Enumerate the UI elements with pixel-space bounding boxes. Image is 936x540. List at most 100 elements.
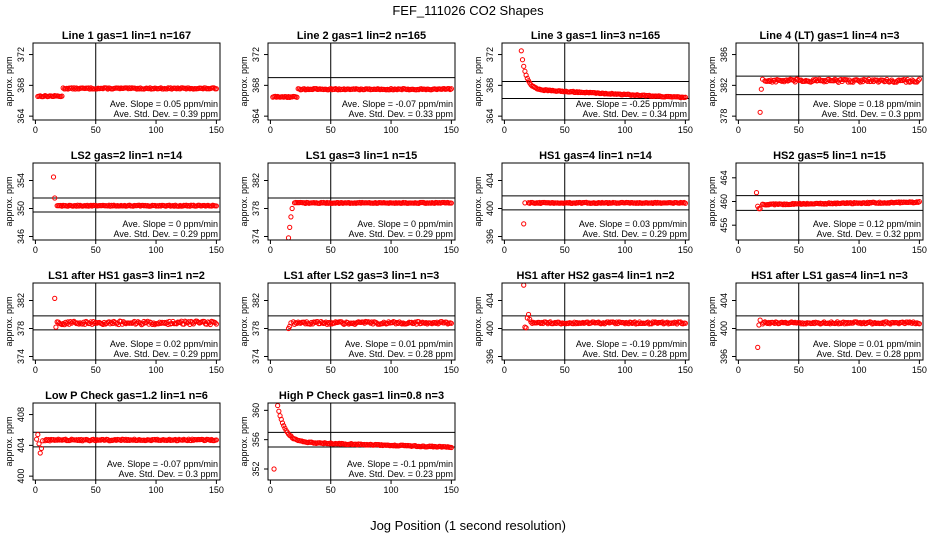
data-point xyxy=(909,320,915,326)
data-point xyxy=(72,86,78,92)
data-point xyxy=(916,76,922,82)
data-point xyxy=(857,319,863,326)
std-dev-annotation: Ave. Std. Dev. = 0.29 ppm xyxy=(583,229,687,239)
x-tick-label: 0 xyxy=(736,245,741,255)
data-point xyxy=(141,318,147,325)
data-point xyxy=(37,450,43,456)
x-tick-label: 0 xyxy=(33,125,38,135)
slope-annotation: Ave. Slope = -0.19 ppm/min xyxy=(576,339,687,349)
std-dev-annotation: Ave. Std. Dev. = 0.39 ppm xyxy=(114,109,218,119)
x-tick-label: 50 xyxy=(560,125,570,135)
x-tick-label: 50 xyxy=(326,365,336,375)
panel-title: Line 4 (LT) gas=1 lin=4 n=3 xyxy=(759,30,899,42)
x-tick-label: 150 xyxy=(209,365,224,375)
plot-frame xyxy=(32,162,221,241)
y-tick-label: 382 xyxy=(251,293,261,308)
data-point xyxy=(786,77,792,83)
y-tick-label: 404 xyxy=(485,293,495,308)
y-tick-label: 396 xyxy=(485,349,495,364)
y-tick-label: 368 xyxy=(16,78,26,93)
plot-frame xyxy=(32,42,221,121)
chart-panel-4: Line 4 (LT) gas=1 lin=4 n=3 0 50 100 150 378 3… xyxy=(707,30,927,135)
data-point xyxy=(118,437,124,443)
std-dev-annotation: Ave. Std. Dev. = 0.28 ppm xyxy=(817,349,921,359)
data-point xyxy=(603,320,609,326)
x-tick-label: 0 xyxy=(33,245,38,255)
data-point xyxy=(753,190,760,196)
y-tick-label: 352 xyxy=(251,461,261,476)
data-point xyxy=(213,203,219,209)
y-tick-label: 356 xyxy=(251,432,261,447)
y-axis-label: approx. ppm xyxy=(707,56,717,106)
panel-title: HS1 after LS1 gas=4 lin=1 n=3 xyxy=(751,270,908,282)
x-tick-label: 0 xyxy=(736,125,741,135)
chart-panel-6: LS1 gas=3 lin=1 n=15 0 50 100 150 374 378 382ap… xyxy=(239,150,459,255)
chart-panel-2: Line 2 gas=1 lin=2 n=165 0 50 100 150 364 368 3… xyxy=(239,30,459,135)
data-point xyxy=(136,86,142,92)
data-point xyxy=(322,320,328,326)
y-tick-label: 372 xyxy=(485,47,495,62)
data-point xyxy=(544,319,550,326)
y-tick-label: 400 xyxy=(719,321,729,336)
y-tick-label: 378 xyxy=(251,321,261,336)
y-tick-label: 372 xyxy=(16,47,26,62)
x-tick-label: 0 xyxy=(502,245,507,255)
y-axis-label: approx. ppm xyxy=(4,296,14,346)
slope-annotation: Ave. Slope = 0.03 ppm/min xyxy=(579,219,687,229)
data-point xyxy=(38,445,45,452)
x-tick-label: 100 xyxy=(384,365,399,375)
data-point xyxy=(52,295,58,301)
panel-title: Line 3 gas=1 lin=3 n=165 xyxy=(531,30,660,42)
chart-panel-1: Line 1 gas=1 lin=1 n=167 0 50 100 150 364 368 3… xyxy=(4,30,224,135)
y-tick-label: 378 xyxy=(251,201,261,216)
plot-frame xyxy=(735,42,924,121)
x-tick-label: 50 xyxy=(794,365,804,375)
x-tick-label: 0 xyxy=(33,365,38,375)
data-point xyxy=(213,437,219,443)
data-point xyxy=(399,87,405,93)
y-tick-label: 374 xyxy=(16,349,26,364)
data-point xyxy=(605,319,611,325)
y-axis-label: approx. ppm xyxy=(707,176,717,226)
data-point xyxy=(448,320,454,326)
data-point xyxy=(59,321,65,328)
data-point xyxy=(294,320,300,326)
data-point xyxy=(833,320,839,326)
data-point xyxy=(46,436,52,443)
slope-annotation: Ave. Slope = 0.05 ppm/min xyxy=(110,99,218,109)
y-tick-label: 360 xyxy=(251,403,261,418)
x-tick-label: 100 xyxy=(384,125,399,135)
y-tick-label: 354 xyxy=(16,173,26,188)
data-point xyxy=(287,224,293,230)
x-tick-label: 100 xyxy=(149,245,164,255)
data-point xyxy=(448,200,454,206)
data-point xyxy=(622,321,628,327)
data-point xyxy=(682,320,688,326)
data-point xyxy=(527,316,533,322)
x-tick-label: 100 xyxy=(384,485,399,495)
data-point xyxy=(288,214,294,220)
data-point xyxy=(772,320,778,326)
data-point xyxy=(50,174,57,180)
x-tick-label: 150 xyxy=(444,365,459,375)
slope-annotation: Ave. Slope = 0.01 ppm/min xyxy=(813,339,921,349)
data-point xyxy=(130,437,136,443)
y-axis-label: approx. ppm xyxy=(4,56,14,106)
x-tick-label: 100 xyxy=(149,125,164,135)
y-tick-label: 386 xyxy=(719,47,729,62)
data-point xyxy=(408,319,415,325)
data-point xyxy=(448,444,454,451)
data-point xyxy=(34,436,40,442)
y-tick-label: 460 xyxy=(719,194,729,209)
x-tick-label: 100 xyxy=(852,245,867,255)
y-axis-label: approx. ppm xyxy=(473,296,483,346)
data-point xyxy=(66,321,72,327)
data-point xyxy=(183,319,189,325)
slope-annotation: Ave. Slope = -0.1 ppm/min xyxy=(347,459,453,469)
y-axis-label: approx. ppm xyxy=(473,56,483,106)
data-point xyxy=(519,57,526,63)
data-point xyxy=(529,320,535,326)
data-point xyxy=(78,436,84,443)
data-point xyxy=(757,317,763,323)
data-point xyxy=(780,77,786,84)
